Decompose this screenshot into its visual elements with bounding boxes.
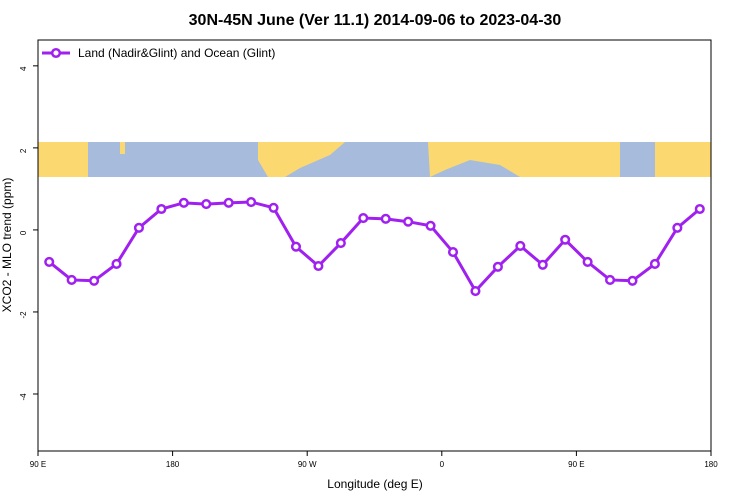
data-point: [246, 196, 257, 208]
data-point: [582, 256, 593, 267]
data-point: [560, 234, 571, 245]
data-point: [133, 222, 144, 233]
data-point: [694, 203, 705, 215]
x-tick-label: 90 W: [298, 460, 317, 469]
data-point: [627, 275, 638, 286]
data-point: [335, 237, 346, 249]
data-point: [672, 222, 683, 233]
data-point: [492, 261, 503, 272]
legend-label: Land (Nadir&Glint) and Ocean (Glint): [78, 46, 275, 60]
data-point: [470, 285, 481, 297]
data-point: [537, 259, 548, 270]
chart-title: 30N-45N June (Ver 11.1) 2014-09-06 to 20…: [189, 12, 562, 29]
data-point: [66, 274, 77, 286]
data-point: [156, 203, 167, 215]
x-tick-label: 90 E: [30, 460, 46, 469]
x-tick-label: 180: [166, 460, 180, 469]
data-point: [515, 240, 526, 251]
legend-marker: [50, 47, 62, 59]
data-point: [425, 220, 436, 231]
x-axis-label: Longitude (deg E): [327, 477, 422, 491]
y-tick-label: -4: [19, 393, 28, 401]
y-tick-label: 4: [19, 66, 28, 71]
data-point: [358, 212, 369, 224]
data-point: [44, 256, 55, 267]
plot-frame: [37, 39, 712, 452]
data-point: [380, 213, 391, 224]
data-point: [447, 247, 459, 258]
x-tick-label: 90 E: [568, 460, 584, 469]
world-map-strip: [38, 142, 711, 177]
y-tick-label: 2: [19, 148, 28, 153]
data-point: [201, 199, 212, 210]
data-point: [178, 197, 189, 208]
data-point: [605, 274, 616, 286]
x-tick-label: 0: [440, 460, 445, 469]
data-point: [290, 241, 302, 252]
data-point: [313, 260, 324, 272]
data-point: [649, 258, 660, 270]
data-point: [268, 202, 279, 213]
y-axis-label: XCO2 - MLO trend (ppm): [0, 178, 14, 313]
y-tick-label: -2: [19, 311, 28, 319]
data-point: [403, 216, 414, 227]
data-point: [111, 258, 122, 270]
y-tick-label: 0: [19, 230, 28, 235]
data-point: [89, 275, 100, 286]
data-point: [223, 197, 234, 208]
x-tick-label: 180: [704, 460, 718, 469]
